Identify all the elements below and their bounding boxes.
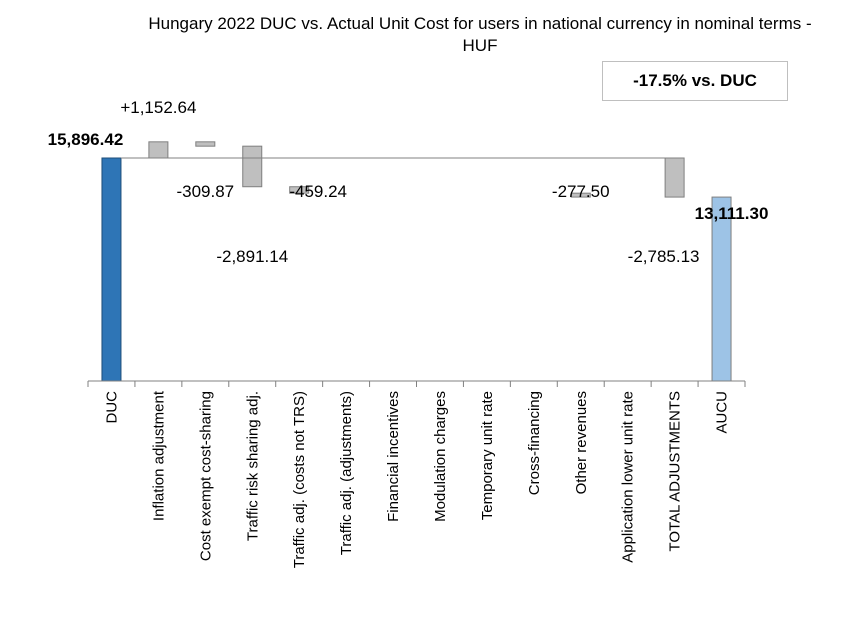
chart-title: Hungary 2022 DUC vs. Actual Unit Cost fo… bbox=[148, 14, 812, 55]
category-label: Cost exempt cost-sharing bbox=[197, 391, 214, 561]
bar-10 bbox=[570, 192, 591, 198]
category-label: AUCU bbox=[714, 391, 731, 434]
bar-3 bbox=[242, 145, 263, 188]
category-label: Other revenues bbox=[573, 391, 590, 494]
bar-1 bbox=[148, 141, 169, 159]
bar-2 bbox=[195, 141, 216, 147]
value-label: -277.50 bbox=[552, 182, 610, 201]
value-label: -2,785.13 bbox=[628, 247, 700, 266]
category-label: Traffic adj. (adjustments) bbox=[338, 391, 355, 555]
bar-0 bbox=[101, 157, 122, 382]
value-label: +1,152.64 bbox=[120, 98, 196, 117]
category-label: Modulation charges bbox=[432, 391, 449, 522]
category-label: Traffic adj. (costs not TRS) bbox=[291, 391, 308, 568]
value-label: 15,896.42 bbox=[48, 130, 124, 149]
bar-13 bbox=[711, 196, 732, 382]
category-label: Traffic risk sharing adj. bbox=[244, 391, 261, 541]
category-label: Application lower unit rate bbox=[620, 391, 637, 563]
bar-12 bbox=[664, 157, 685, 198]
category-label: Financial incentives bbox=[385, 391, 402, 522]
category-label: DUC bbox=[103, 391, 120, 424]
bar-4 bbox=[289, 186, 310, 194]
value-label: 13,111.30 bbox=[695, 204, 769, 223]
category-label: Temporary unit rate bbox=[479, 391, 496, 520]
category-label: TOTAL ADJUSTMENTS bbox=[667, 391, 684, 552]
value-label: -2,891.14 bbox=[216, 247, 288, 266]
value-label: -459.24 bbox=[289, 182, 347, 201]
value-label: -309.87 bbox=[176, 182, 234, 201]
difference-badge: -17.5% vs. DUC bbox=[602, 61, 788, 101]
category-label: Cross-financing bbox=[526, 391, 543, 495]
category-label: Inflation adjustment bbox=[150, 390, 167, 521]
